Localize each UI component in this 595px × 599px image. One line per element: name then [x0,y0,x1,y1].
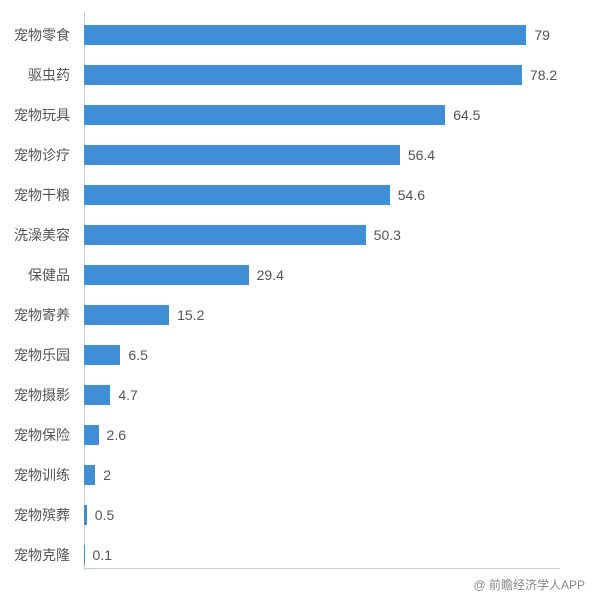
bar [84,225,366,245]
category-label: 宠物乐园 [0,345,70,365]
bar [84,105,445,125]
category-label: 保健品 [0,265,70,285]
category-label: 宠物保险 [0,425,70,445]
bar [84,305,169,325]
bar-row: 宠物干粮 54.6 [0,175,595,215]
bar-track [84,265,249,285]
category-label: 宠物诊疗 [0,145,70,165]
value-label: 6.5 [128,347,147,363]
bar [84,145,400,165]
bar-track [84,25,526,45]
value-label: 54.6 [398,187,425,203]
value-label: 79 [534,27,550,43]
bar-row: 驱虫药 78.2 [0,55,595,95]
bar [84,425,99,445]
bar-track [84,305,169,325]
bar [84,505,87,525]
bar-row: 宠物乐园 6.5 [0,335,595,375]
value-label: 50.3 [374,227,401,243]
category-label: 驱虫药 [0,65,70,85]
value-label: 78.2 [530,67,557,83]
value-label: 15.2 [177,307,204,323]
category-label: 宠物殡葬 [0,505,70,525]
value-label: 2.6 [107,427,126,443]
bar-track [84,145,400,165]
category-label: 宠物训练 [0,465,70,485]
value-label: 4.7 [118,387,137,403]
category-label: 洗澡美容 [0,225,70,245]
bar-row: 宠物诊疗 56.4 [0,135,595,175]
category-label: 宠物寄养 [0,305,70,325]
bar [84,65,522,85]
category-label: 宠物零食 [0,25,70,45]
bar [84,25,526,45]
bar-track [84,425,99,445]
bar-track [84,385,110,405]
value-label: 0.5 [95,507,114,523]
bar-track [84,505,87,525]
horizontal-bar-chart: 宠物零食 79 驱虫药 78.2 宠物玩具 64.5 宠物诊疗 56.4 宠物干粮 54.6 洗澡美… [0,0,595,599]
bar-row: 宠物殡葬 0.5 [0,495,595,535]
value-label: 64.5 [453,107,480,123]
value-label: 56.4 [408,147,435,163]
bar-row: 宠物寄养 15.2 [0,295,595,335]
category-label: 宠物摄影 [0,385,70,405]
bar [84,345,120,365]
value-label: 0.1 [93,547,112,563]
bar-row: 宠物零食 79 [0,15,595,55]
category-label: 宠物干粮 [0,185,70,205]
bar-track [84,345,120,365]
bar-track [84,105,445,125]
category-label: 宠物克隆 [0,545,70,565]
bar-track [84,465,95,485]
bar [84,185,390,205]
bar [84,385,110,405]
bar [84,265,249,285]
bar-row: 宠物摄影 4.7 [0,375,595,415]
bar-row: 宠物训练 2 [0,455,595,495]
bar-row: 宠物保险 2.6 [0,415,595,455]
bar-track [84,65,522,85]
value-label: 2 [103,467,111,483]
bar [84,545,85,565]
bar [84,465,95,485]
bar-row: 保健品 29.4 [0,255,595,295]
value-label: 29.4 [257,267,284,283]
bar-row: 宠物玩具 64.5 [0,95,595,135]
bar-track [84,225,366,245]
bar-row: 洗澡美容 50.3 [0,215,595,255]
bar-row: 宠物克隆 0.1 [0,535,595,575]
bar-track [84,185,390,205]
bar-track [84,545,85,565]
category-label: 宠物玩具 [0,105,70,125]
attribution-text: @ 前瞻经济学人APP [473,576,585,593]
